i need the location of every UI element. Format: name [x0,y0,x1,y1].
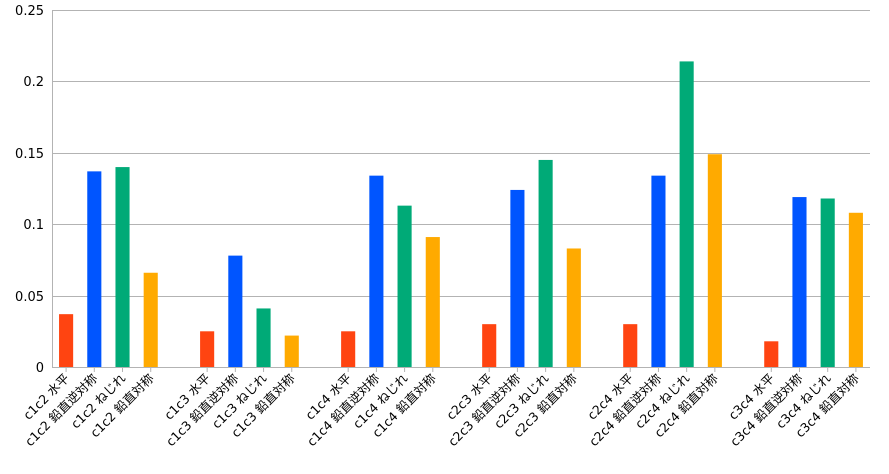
bar [623,324,638,367]
bar [538,159,553,367]
gridlines [52,10,870,368]
bar [200,331,215,367]
bars [59,61,863,367]
bar [369,175,384,367]
bar [228,255,243,367]
bar [651,175,666,367]
bar [256,308,271,367]
bar [764,341,779,367]
bar [820,198,835,367]
bar [59,314,74,367]
y-tick-label: 0.15 [15,147,44,162]
bar [397,205,412,367]
y-tick-label: 0.1 [23,218,44,233]
bar [848,212,863,367]
bar [143,272,158,367]
bar [87,171,102,367]
bar [115,167,130,367]
bar [679,61,694,367]
bar [482,324,497,367]
y-tick-label: 0.2 [23,75,44,90]
bar [284,335,299,367]
y-axis-ticks: 0 0.05 0.1 0.15 0.2 0.25 [15,4,44,376]
bar [341,331,356,367]
bar [792,197,807,367]
y-tick-label: 0 [36,361,44,376]
bar [707,154,722,367]
bar [510,189,525,367]
bar [425,237,440,367]
bar [566,248,581,367]
y-tick-label: 0.25 [15,4,44,19]
y-tick-label: 0.05 [15,290,44,305]
